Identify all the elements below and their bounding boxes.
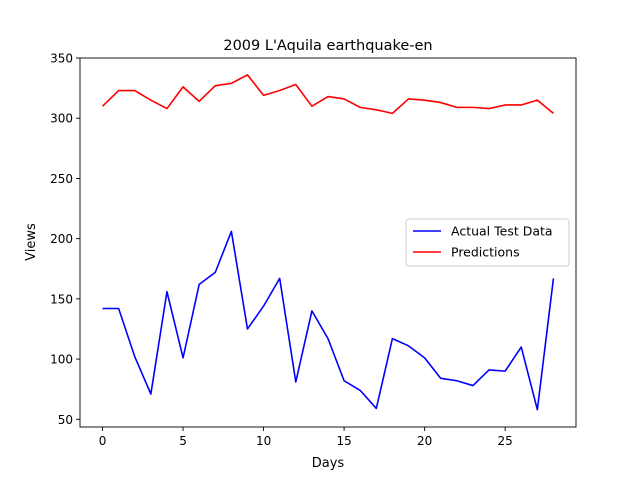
series-line-actual-test-data xyxy=(102,230,555,411)
y-tick-label: 100 xyxy=(50,353,73,367)
y-tick-label: 150 xyxy=(50,292,73,306)
y-tick-label: 200 xyxy=(50,232,73,246)
x-tick-label: 20 xyxy=(417,434,432,448)
y-tick-label: 50 xyxy=(58,413,73,427)
y-axis-label: Views xyxy=(24,223,39,261)
x-tick-label: 10 xyxy=(256,434,271,448)
chart-title: 2009 L'Aquila earthquake-en xyxy=(223,38,432,54)
y-tick-label: 250 xyxy=(50,172,73,186)
y-tick-label: 350 xyxy=(50,52,73,66)
legend-label: Predictions xyxy=(451,245,520,260)
legend-label: Actual Test Data xyxy=(451,224,553,239)
x-tick-label: 0 xyxy=(99,434,107,448)
x-tick-label: 5 xyxy=(179,434,187,448)
plot-frame xyxy=(79,57,577,428)
x-tick-label: 15 xyxy=(336,434,351,448)
x-axis-label: Days xyxy=(312,456,345,471)
y-tick-label: 300 xyxy=(50,112,73,126)
x-tick-label: 25 xyxy=(498,434,513,448)
legend-box xyxy=(405,218,570,267)
series-line-predictions xyxy=(101,74,554,115)
